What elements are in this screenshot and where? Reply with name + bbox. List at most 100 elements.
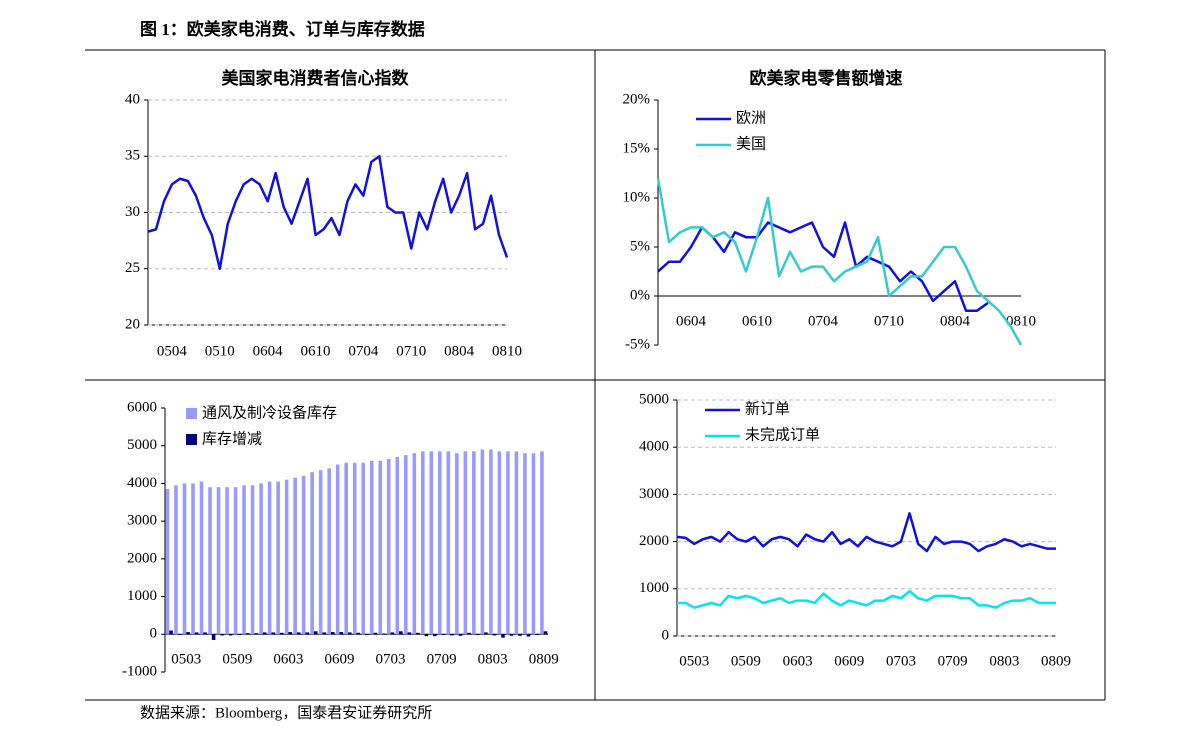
bar: [237, 634, 241, 636]
y-tick-label: 2000: [127, 550, 157, 566]
bar: [412, 453, 417, 635]
y-tick-label: 1000: [127, 588, 157, 604]
bar: [347, 632, 352, 635]
x-tick-label: 0704: [348, 343, 379, 359]
bar: [174, 485, 178, 635]
bar: [305, 632, 310, 635]
x-tick-label: 0709: [938, 653, 968, 669]
bar: [399, 631, 403, 635]
bar: [279, 632, 284, 635]
y-tick-label: 0: [150, 626, 158, 642]
bar: [177, 634, 182, 635]
y-tick-label: -1000: [122, 663, 157, 679]
y-tick-label: 0: [662, 627, 670, 643]
x-tick-label: 0810: [1006, 313, 1036, 329]
x-tick-label: 0503: [171, 651, 201, 667]
bar: [208, 487, 212, 635]
legend-swatch: [186, 408, 197, 419]
bar: [458, 634, 463, 636]
y-tick-label: 5%: [630, 238, 650, 254]
bar: [327, 468, 331, 635]
x-tick-label: 0609: [324, 651, 354, 667]
bar: [250, 485, 255, 635]
source-note: 数据来源：Bloomberg，国泰君安证券研究所: [140, 704, 432, 721]
figure-title: 图 1：欧美家电消费、订单与库存数据: [140, 19, 425, 39]
x-tick-label: 0809: [529, 651, 559, 667]
y-tick-label: 5000: [127, 437, 157, 453]
bar: [382, 633, 386, 635]
x-tick-label: 0609: [834, 653, 864, 669]
legend-label: 欧洲: [736, 109, 766, 126]
bar: [514, 451, 519, 635]
bar: [501, 634, 505, 638]
bar: [531, 453, 536, 635]
y-tick-label: 25: [125, 260, 140, 276]
y-tick-label: 20: [125, 316, 140, 332]
legend-label: 库存增减: [202, 430, 262, 447]
bar: [344, 462, 348, 635]
series-line: [677, 589, 1056, 609]
bar: [242, 485, 246, 635]
x-tick-label: 0604: [676, 313, 707, 329]
bar: [395, 457, 400, 635]
bar: [301, 475, 306, 635]
y-tick-label: 4000: [127, 475, 157, 491]
bar: [233, 487, 238, 635]
x-tick-label: 0709: [427, 651, 457, 667]
y-tick-label: 10%: [623, 189, 651, 205]
bar: [467, 632, 471, 635]
bar: [407, 632, 412, 635]
bar: [373, 632, 378, 635]
y-tick-label: 5000: [639, 391, 669, 407]
legend-label: 美国: [736, 135, 766, 152]
bar: [523, 453, 527, 635]
x-tick-label: 0509: [222, 651, 252, 667]
bar: [186, 632, 190, 635]
bar: [288, 632, 292, 635]
bar: [446, 451, 451, 635]
x-tick-label: 0809: [1041, 653, 1071, 669]
legend-label: 通风及制冷设备库存: [202, 404, 337, 421]
bar: [475, 634, 480, 636]
bar: [330, 632, 335, 635]
bar: [484, 632, 488, 635]
x-tick-label: 0603: [273, 651, 303, 667]
bar: [403, 455, 408, 635]
x-tick-label: 0504: [157, 343, 188, 359]
bar: [352, 462, 357, 635]
bar: [386, 458, 391, 635]
y-tick-label: 20%: [623, 91, 651, 107]
bar: [356, 632, 361, 635]
y-tick-label: 15%: [623, 140, 651, 156]
bar: [293, 477, 297, 635]
x-tick-label: 0610: [742, 313, 772, 329]
frame: [85, 49, 1106, 701]
bar: [424, 634, 429, 637]
bar: [416, 632, 420, 635]
bar: [369, 460, 374, 635]
bar: [271, 632, 275, 635]
bar: [245, 633, 250, 635]
y-tick-label: 30: [125, 204, 140, 220]
bar: [182, 483, 187, 635]
bar: [259, 483, 263, 635]
series-line: [656, 178, 1023, 346]
bar: [526, 634, 531, 637]
x-tick-label: 0710: [874, 313, 904, 329]
y-tick-label: -5%: [625, 336, 650, 352]
bar: [284, 479, 289, 635]
x-tick-label: 0704: [808, 313, 839, 329]
bar: [211, 634, 216, 640]
y-tick-label: 4000: [639, 439, 669, 455]
bar: [225, 487, 229, 635]
bar: [276, 481, 280, 635]
bar: [339, 632, 344, 635]
x-tick-label: 0703: [376, 651, 406, 667]
bar: [361, 462, 366, 635]
bar: [322, 632, 327, 635]
bar: [216, 487, 221, 635]
y-tick-label: 0%: [630, 287, 650, 303]
bar: [262, 632, 267, 635]
bar: [228, 634, 233, 636]
